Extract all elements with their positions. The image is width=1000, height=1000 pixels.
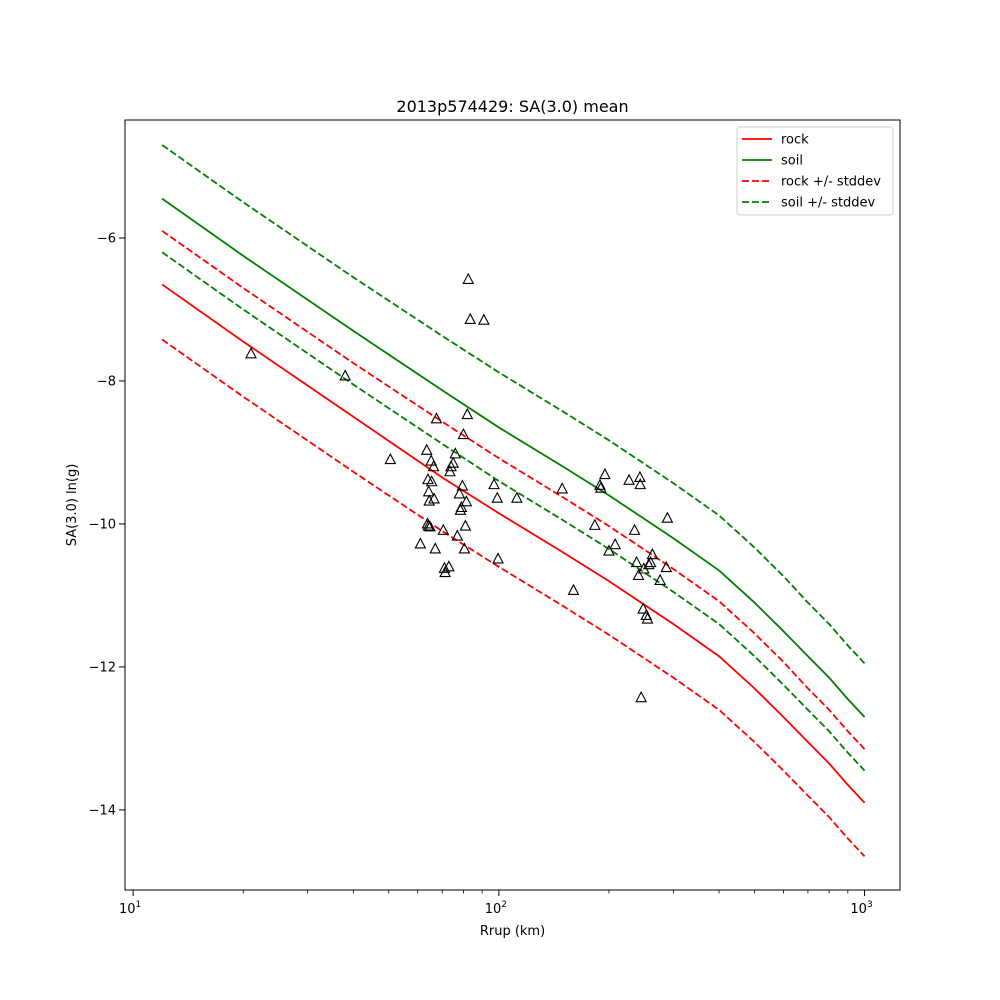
observation-marker (427, 460, 440, 472)
observation-marker (632, 568, 645, 580)
observation-marker (422, 519, 435, 531)
observation-marker (488, 477, 500, 490)
observation-marker (637, 602, 650, 614)
observation-marker (424, 520, 436, 532)
observation-marker (428, 492, 440, 504)
observation-marker (603, 544, 615, 556)
x-tick-label: 101 (119, 900, 141, 917)
x-tick-label: 102 (485, 900, 507, 917)
observation-marker (429, 542, 442, 554)
legend-label: rock +/- stddev (781, 175, 881, 190)
observation-marker (491, 491, 504, 503)
observation-marker (654, 573, 667, 585)
axes-frame (124, 119, 901, 891)
series-line-1 (161, 197, 866, 718)
x-tick-label: 103 (850, 900, 872, 917)
observation-marker (477, 313, 490, 325)
observation-marker (414, 537, 427, 549)
observation-marker (634, 477, 647, 490)
observation-marker (633, 470, 646, 483)
legend-label: soil +/- stddev (781, 196, 876, 211)
observation-marker (510, 491, 523, 503)
y-tick-label: −12 (89, 660, 116, 675)
chart-title: 2013p574429: SA(3.0) mean (396, 97, 628, 116)
y-axis: −14 −12 −10 −8 −6 (89, 231, 125, 818)
observation-marker (460, 495, 473, 507)
observation-marker (453, 487, 466, 499)
observation-marker (609, 537, 622, 550)
observation-marker (588, 518, 601, 530)
observation-marker (455, 500, 468, 513)
observation-marker (635, 690, 648, 703)
observation-marker (661, 511, 674, 523)
series-line-5 (161, 251, 866, 772)
observation-marker (464, 312, 477, 325)
y-tick-label: −10 (89, 517, 116, 532)
x-axis-label: Rrup (km) (480, 924, 545, 939)
observation-marker (462, 272, 475, 284)
observation-marker (420, 443, 433, 455)
observation-marker (660, 560, 673, 573)
observation-marker (628, 523, 641, 535)
observation-marker (641, 612, 654, 624)
observation-marker (567, 583, 580, 595)
observation-marker (384, 452, 397, 465)
x-axis: 101 102 103 (119, 890, 873, 917)
observation-marker (461, 407, 474, 420)
observation-marker (439, 565, 452, 578)
observation-marker (459, 519, 472, 531)
observation-marker (457, 427, 470, 440)
observation-marker (437, 523, 450, 535)
observation-marker (640, 608, 653, 621)
y-tick-label: −6 (97, 231, 116, 246)
series-line-0 (161, 283, 866, 804)
observation-marker (623, 473, 635, 485)
legend-box (736, 126, 894, 216)
y-tick-label: −14 (89, 803, 116, 818)
observation-marker (642, 558, 655, 570)
observation-marker (599, 467, 611, 480)
plot-area (161, 144, 866, 858)
series-line-2 (161, 230, 866, 750)
observation-marker (447, 456, 460, 468)
series-line-4 (161, 144, 866, 664)
legend-label: soil (781, 154, 803, 169)
observation-marker (425, 475, 438, 487)
series-line-3 (161, 338, 866, 858)
observation-marker (245, 347, 257, 359)
observation-marker (644, 555, 657, 568)
observation-marker (451, 529, 464, 541)
y-axis-label: SA(3.0) ln(g) (65, 464, 80, 547)
observation-marker (594, 481, 607, 493)
observation-marker (492, 552, 504, 564)
observation-marker (456, 479, 469, 491)
observation-marker (449, 447, 462, 459)
observation-marker (339, 369, 352, 381)
observation-marker (423, 494, 436, 506)
legend-label: rock (781, 133, 809, 148)
observation-marker (442, 560, 455, 572)
y-tick-label: −8 (97, 374, 116, 389)
observation-marker (458, 542, 471, 554)
observation-marker (556, 482, 569, 494)
observation-marker (646, 548, 659, 560)
legend: rock soil rock +/- stddev soil +/- stddev (736, 126, 894, 216)
observation-marker (630, 555, 643, 568)
observation-marker (430, 412, 443, 424)
observation-marker (594, 478, 606, 490)
observation-marker (438, 561, 451, 573)
